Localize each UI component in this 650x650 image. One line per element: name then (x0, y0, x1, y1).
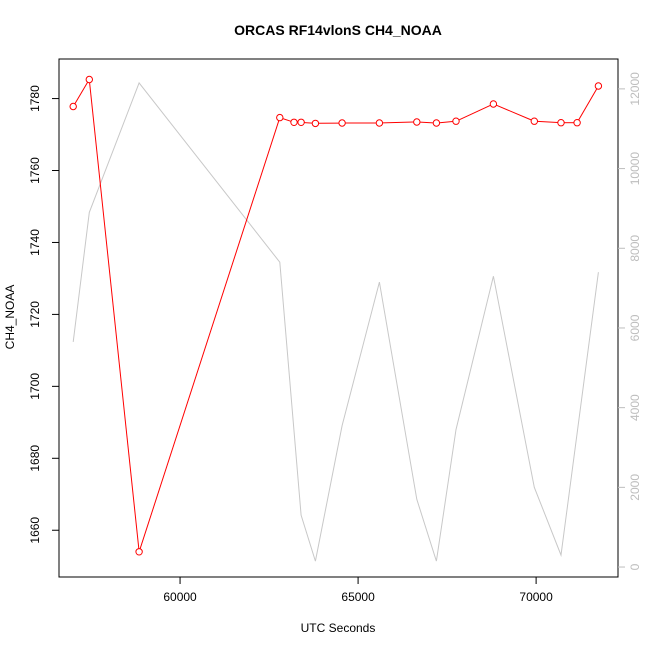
y2-tick-label: 10000 (628, 152, 642, 186)
y-tick-label: 1720 (28, 301, 42, 328)
primary-series-segment (496, 104, 532, 121)
y2-tick-label: 6000 (628, 314, 642, 341)
data-point (530, 117, 538, 125)
y-tick-label: 1740 (28, 229, 42, 256)
x-tick-label: 65000 (341, 590, 375, 604)
y-tick-label: 1760 (28, 157, 42, 184)
x-tick-label: 70000 (519, 590, 553, 604)
primary-series-segment (537, 120, 558, 123)
y2-tick-label: 2000 (628, 474, 642, 501)
y2-tick-label: 4000 (628, 394, 642, 421)
y-tick-label: 1700 (28, 373, 42, 400)
data-point (276, 113, 284, 122)
data-point (135, 548, 143, 556)
y2-tick-label: 12000 (628, 72, 642, 106)
y-axis-label: CH4_NOAA (3, 285, 17, 350)
data-point (557, 119, 565, 127)
primary-series-segment (419, 121, 434, 124)
y-tick-label: 1680 (28, 445, 42, 472)
data-point (489, 100, 498, 108)
x-tick-label: 60000 (163, 590, 197, 604)
data-point (452, 117, 460, 125)
secondary-series-layer (72, 81, 599, 562)
data-point (338, 119, 346, 127)
data-point (432, 119, 441, 127)
y-axis-right: 0 2000 4000 6000 8000 10000 12000 (618, 72, 642, 570)
primary-series-segment (578, 88, 598, 121)
data-point (573, 119, 581, 127)
primary-series-segment (139, 120, 280, 549)
y-tick-label: 1780 (28, 85, 42, 112)
primary-series-segment (439, 121, 453, 124)
x-axis-label: UTC Seconds (301, 621, 376, 635)
data-point (413, 118, 421, 126)
primary-series-segment (74, 82, 89, 104)
chart-title: ORCAS RF14vlonS CH4_NOAA (234, 22, 442, 38)
y2-tick-label: 8000 (628, 235, 642, 262)
data-point (290, 118, 298, 127)
primary-series-segment (458, 104, 491, 121)
secondary-series-line (72, 81, 599, 562)
primary-series-segment (89, 82, 140, 549)
y-axis-left: 1660 1680 1700 1720 1740 1760 1780 (28, 85, 59, 544)
data-point (375, 119, 384, 127)
y-tick-label: 1660 (28, 517, 42, 544)
x-axis: 60000 65000 70000 (163, 577, 553, 604)
primary-series-layer (69, 75, 603, 556)
data-point (594, 82, 603, 90)
primary-series-segment (282, 118, 292, 122)
primary-series-segment (382, 121, 414, 124)
primary-series-segment (304, 122, 313, 124)
data-point (297, 118, 305, 127)
plot-frame (58, 58, 619, 578)
y2-tick-label: 0 (628, 563, 642, 570)
data-point (69, 102, 77, 111)
data-point (311, 119, 320, 128)
data-point (85, 75, 94, 84)
